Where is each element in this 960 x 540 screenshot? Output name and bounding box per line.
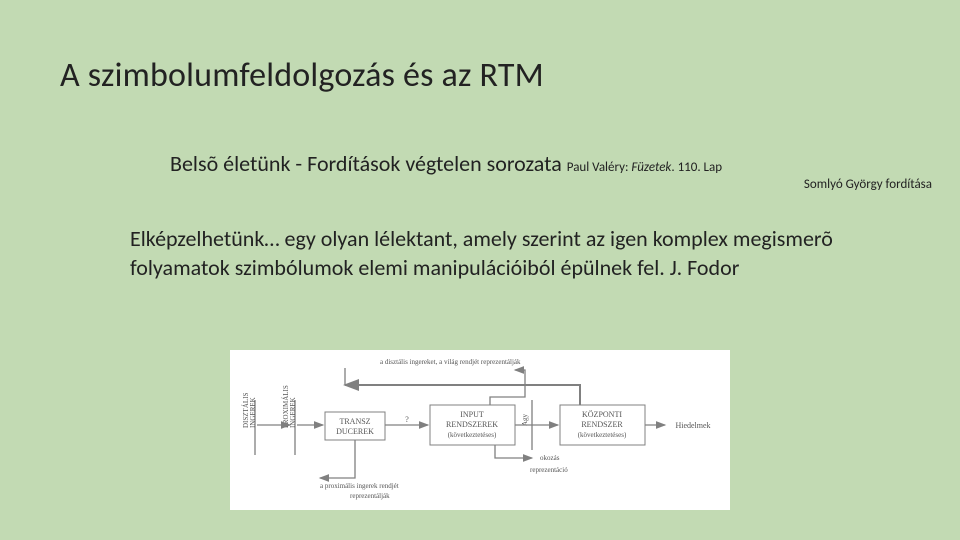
svg-text:INGEREK: INGEREK: [289, 397, 297, 428]
page-title: A szimbolumfeldolgozás és az RTM: [60, 55, 544, 96]
node-transz-l2: DUCEREK: [336, 427, 374, 436]
subtitle-main: Belsõ életünk - Fordítások végtelen soro…: [170, 150, 562, 177]
node-input-l2: RENDSZEREK: [446, 420, 498, 429]
node-kozponti-l2: RENDSZER: [581, 420, 623, 429]
diagram-bottom-caption-l1: a proximális ingerek rendjét: [320, 482, 399, 490]
diagram: DISZTÁLIS INGEREK PROXIMÁLIS INGEREK Agy…: [230, 350, 730, 510]
node-hiedelmek: Hiedelmek: [675, 421, 710, 430]
paragraph: Elképzelhetünk… egy olyan lélektant, ame…: [130, 225, 850, 282]
node-kozponti-l1: KÖZPONTI: [582, 410, 622, 419]
label-okozas: okozás: [540, 454, 560, 462]
svg-text:INGEREK: INGEREK: [249, 397, 257, 428]
diagram-top-caption: a disztális ingereket, a világ rendjét r…: [380, 358, 521, 366]
cite-prefix: Paul Valéry:: [567, 160, 632, 175]
subtitle-byline: Somlyó György fordítása: [804, 177, 932, 192]
svg-text:?: ?: [405, 415, 409, 424]
label-reprezentacio: reprezentáció: [530, 466, 568, 474]
diagram-bottom-caption-l2: reprezentálják: [350, 492, 390, 500]
node-input-l1: INPUT: [460, 410, 484, 419]
slide: A szimbolumfeldolgozás és az RTM Belsõ é…: [0, 0, 960, 540]
subtitle-cite: Paul Valéry: Füzetek. 110. Lap: [567, 160, 722, 175]
node-transz-l1: TRANSZ: [339, 417, 370, 426]
v-agy: Agy: [521, 413, 529, 426]
cite-suffix: . 110. Lap: [671, 160, 722, 175]
node-input-l3: (következtetéses): [448, 431, 497, 439]
subtitle-row: Belsõ életünk - Fordítások végtelen soro…: [170, 150, 722, 177]
node-kozponti-l3: (következtetéses): [578, 431, 627, 439]
cite-italic: Füzetek: [631, 160, 671, 175]
